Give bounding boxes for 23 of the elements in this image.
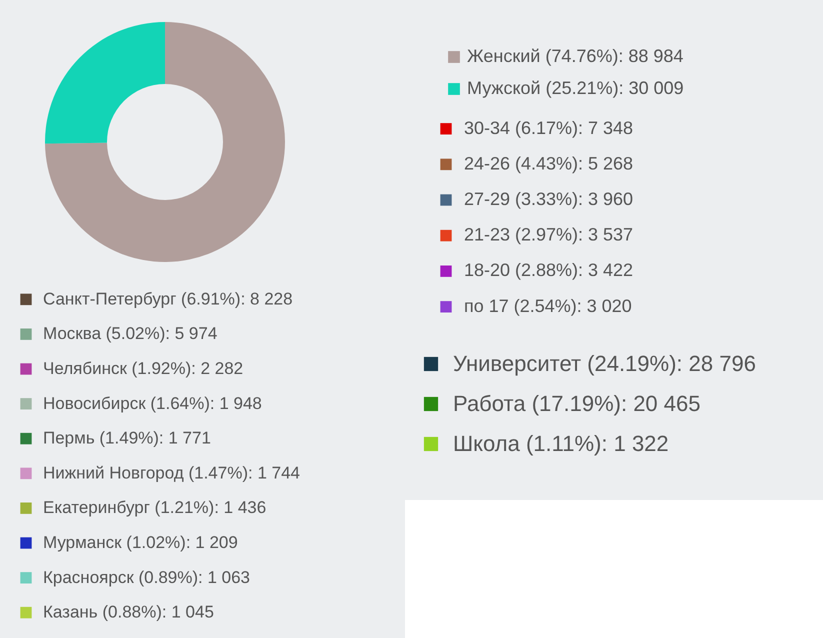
category-label: по 17 (2.54%): 3 020 — [464, 296, 632, 316]
category-label: Университет (24.19%): 28 796 — [453, 351, 756, 376]
category-label: Нижний Новгород (1.47%): 1 744 — [43, 463, 300, 482]
legend-label: Мужской (25.21%): 30 009 — [467, 78, 684, 98]
donut-slice — [45, 22, 165, 144]
category-label: Мурманск (1.02%): 1 209 — [43, 533, 238, 552]
donut-slice — [45, 22, 285, 262]
legend-label: Женский (74.76%): 88 984 — [467, 46, 684, 66]
category-label: Красноярск (0.89%): 1 063 — [43, 568, 250, 587]
category-label: Пермь (1.49%): 1 771 — [43, 428, 211, 448]
category-label: Новосибирск (1.64%): 1 948 — [43, 394, 262, 413]
category-label: Казань (0.88%): 1 045 — [43, 602, 214, 622]
category-label: Работа (17.19%): 20 465 — [453, 391, 700, 416]
category-label: 24-26 (4.43%): 5 268 — [464, 153, 633, 174]
category-label: 18-20 (2.88%): 3 422 — [464, 260, 633, 280]
category-label: Челябинск (1.92%): 2 282 — [43, 359, 244, 378]
category-label: Екатеринбург (1.21%): 1 436 — [43, 498, 266, 518]
category-label: 21-23 (2.97%): 3 537 — [464, 224, 633, 245]
category-label: 27-29 (3.33%): 3 960 — [464, 188, 633, 209]
category-label: 30-34 (6.17%): 7 348 — [464, 118, 633, 138]
category-label: Москва (5.02%): 5 974 — [43, 324, 218, 344]
category-label: Санкт-Петербург (6.91%): 8 228 — [43, 289, 293, 308]
category-label: Школа (1.11%): 1 322 — [453, 431, 669, 456]
